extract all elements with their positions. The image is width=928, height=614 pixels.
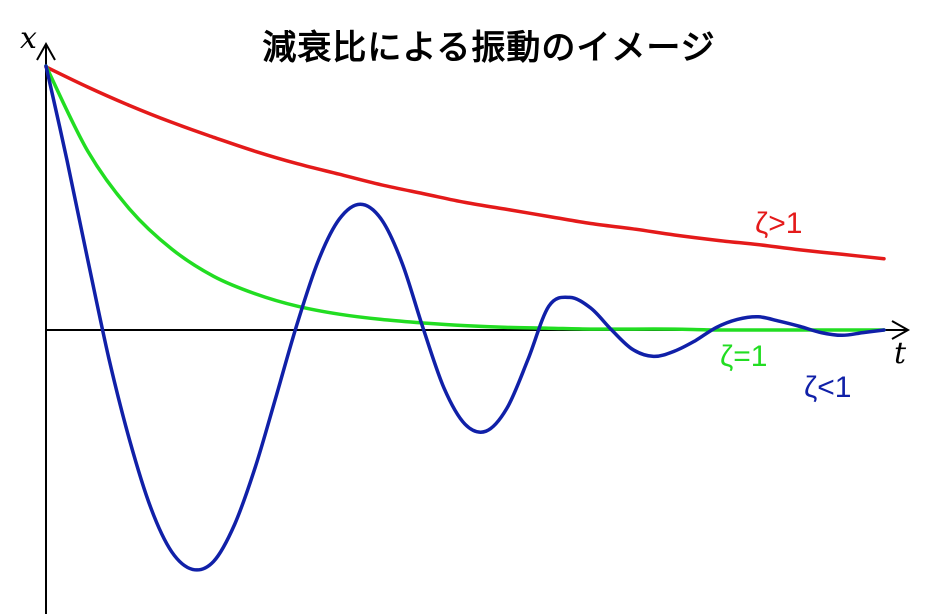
series-label-zeta-eq1: ζ=1 <box>720 340 767 373</box>
series-group <box>44 64 886 572</box>
series-label-zeta-gt1: ζ>1 <box>755 207 802 240</box>
x-axis-label: t <box>894 336 907 371</box>
series-line-zeta-gt1 <box>44 65 886 261</box>
series-labels-group: ζ>1 ζ=1 ζ<1 <box>720 207 851 404</box>
series-label-zeta-lt1: ζ<1 <box>804 371 851 404</box>
y-axis-arrowhead <box>36 41 56 61</box>
series-line-zeta-lt1 <box>44 64 886 572</box>
axes-group: x t <box>20 21 911 614</box>
x-axis-arrowhead <box>891 320 911 340</box>
chart-title: 減衰比による振動のイメージ <box>262 28 716 68</box>
y-axis-label: x <box>20 21 37 56</box>
series-line-zeta-eq1 <box>44 64 886 332</box>
